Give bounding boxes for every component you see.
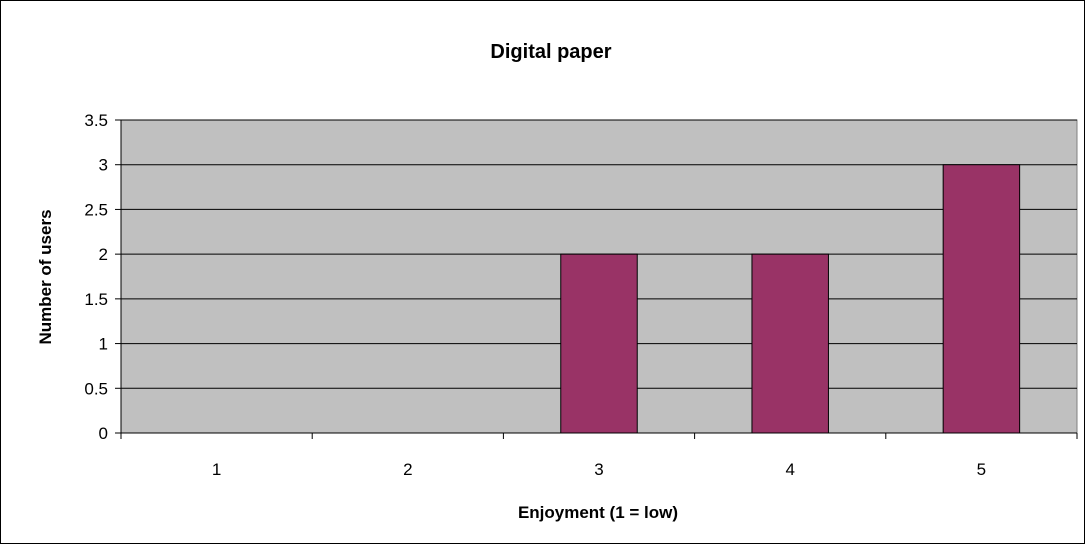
x-tick-label: 2 — [403, 460, 412, 479]
x-tick-label: 5 — [977, 460, 986, 479]
x-tick-label: 4 — [785, 460, 794, 479]
y-tick-label: 0.5 — [84, 379, 108, 398]
x-axis-title: Enjoyment (1 = low) — [518, 503, 678, 522]
bars — [560, 164, 1021, 434]
bar-3 — [560, 253, 638, 434]
y-tick-label: 3.5 — [84, 111, 108, 130]
y-tick-label: 3 — [99, 156, 108, 175]
y-tick-labels: 0 0.5 1 1.5 2 2.5 3 3.5 — [84, 111, 108, 443]
y-tick-label: 1 — [99, 335, 108, 354]
y-axis-title: Number of users — [36, 209, 55, 344]
x-tick-label: 3 — [594, 460, 603, 479]
y-tick-label: 1.5 — [84, 290, 108, 309]
x-tick-labels: 1 2 3 4 5 — [212, 460, 986, 479]
y-tick-label: 2.5 — [84, 200, 108, 219]
chart-title: Digital paper — [490, 41, 611, 63]
bar-4 — [751, 253, 829, 434]
bar-5 — [942, 164, 1021, 434]
axes — [115, 119, 1078, 439]
y-tick-label: 2 — [99, 245, 108, 264]
x-tick-label: 1 — [212, 460, 221, 479]
y-tick-label: 0 — [99, 424, 108, 443]
